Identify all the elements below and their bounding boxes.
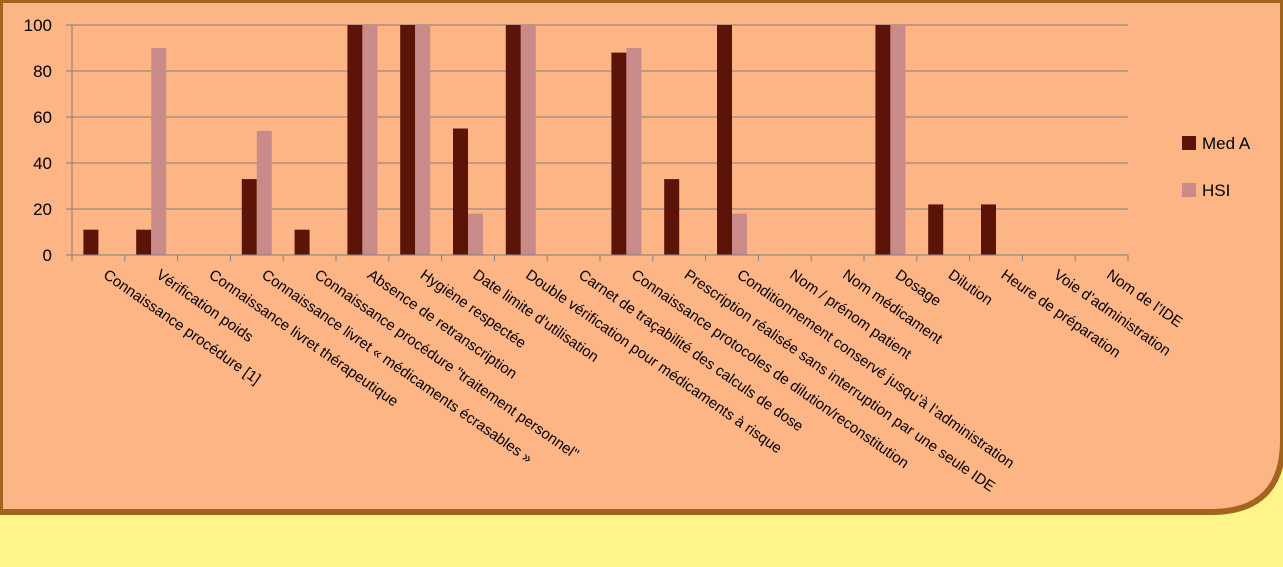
bar-med-a bbox=[664, 179, 680, 255]
y-tick-label: 80 bbox=[33, 62, 52, 81]
bar-med-a bbox=[717, 25, 732, 255]
bar-med-a bbox=[875, 25, 891, 255]
bar-hsi bbox=[468, 213, 483, 255]
bar-med-a bbox=[400, 25, 416, 255]
bar-med-a bbox=[928, 204, 944, 255]
bar-hsi bbox=[520, 25, 536, 255]
y-tick-label: 100 bbox=[24, 16, 52, 35]
bar-med-a bbox=[83, 229, 99, 255]
legend-label: HSI bbox=[1202, 181, 1230, 200]
y-tick-label: 0 bbox=[43, 246, 52, 265]
chart-background bbox=[0, 0, 1283, 515]
legend-swatch bbox=[1182, 183, 1196, 197]
bar-med-a bbox=[611, 52, 627, 255]
bar-med-a bbox=[981, 204, 996, 255]
y-tick-label: 20 bbox=[33, 200, 52, 219]
bar-hsi bbox=[732, 213, 747, 255]
bar-med-a bbox=[505, 25, 521, 255]
bar-hsi bbox=[151, 48, 167, 255]
bar-hsi bbox=[256, 130, 272, 255]
legend: Med A HSI bbox=[1182, 134, 1251, 200]
legend-swatch bbox=[1182, 136, 1196, 150]
y-axis: 0 20 40 60 80 100 bbox=[24, 16, 73, 265]
bar-med-a bbox=[294, 229, 310, 255]
bar-med-a bbox=[347, 25, 363, 255]
bar-med-a bbox=[241, 179, 257, 255]
bar-hsi bbox=[415, 25, 431, 255]
legend-label: Med A bbox=[1202, 134, 1251, 153]
bar-hsi bbox=[626, 48, 642, 255]
bar-hsi bbox=[890, 25, 906, 255]
bar-med-a bbox=[453, 128, 468, 255]
bar-med-a bbox=[136, 229, 152, 255]
bar-hsi bbox=[362, 25, 378, 255]
bars bbox=[83, 25, 996, 255]
y-tick-label: 40 bbox=[33, 154, 52, 173]
y-tick-label: 60 bbox=[33, 108, 52, 127]
